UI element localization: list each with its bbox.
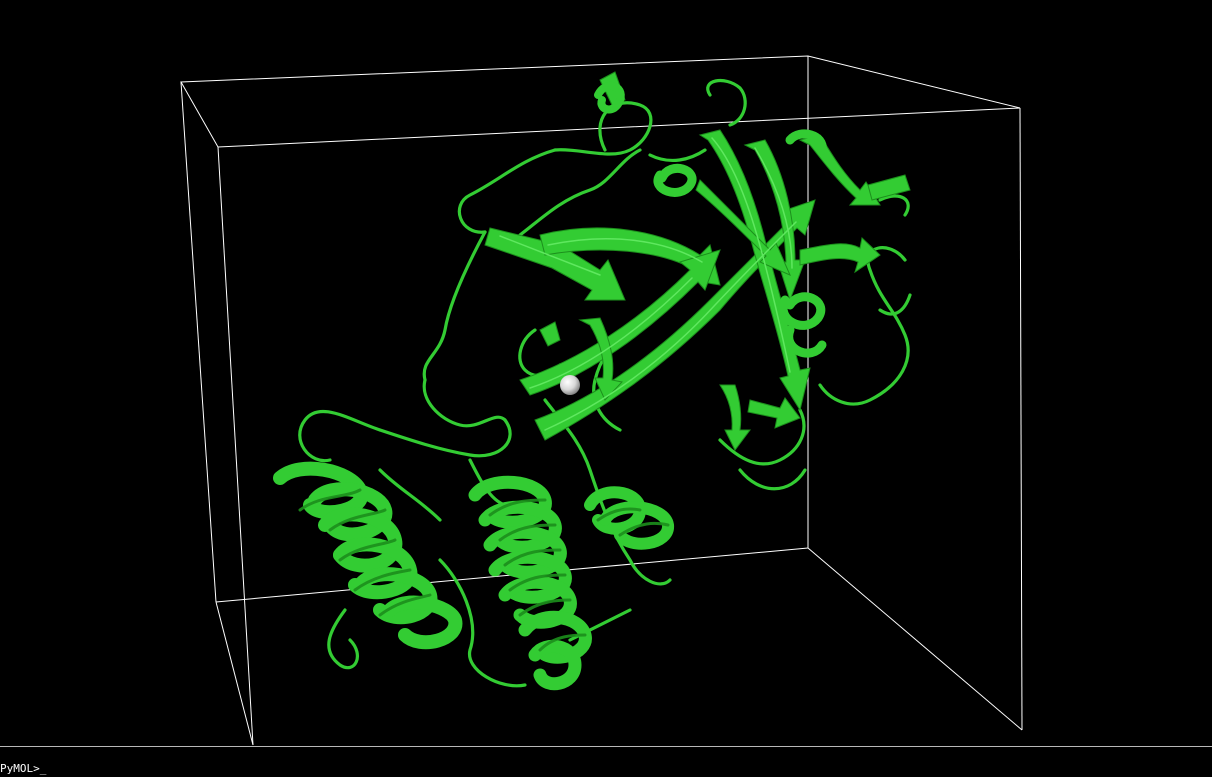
beta-strands <box>484 71 911 451</box>
molecular-viewer-viewport[interactable] <box>0 0 1212 746</box>
upper-helices <box>653 129 827 358</box>
metal-ion-sphere[interactable] <box>560 375 580 395</box>
command-prompt[interactable]: PyMOL>_ <box>0 762 46 775</box>
protein-cartoon[interactable] <box>273 71 912 691</box>
prompt-label: PyMOL> <box>0 762 40 775</box>
coil-loops <box>298 78 912 688</box>
text-cursor: _ <box>39 762 47 775</box>
beta-strand-highlights <box>499 137 797 431</box>
alpha-helices <box>273 461 674 691</box>
command-line[interactable]: PyMOL>_ <box>0 746 1212 777</box>
top-turn-helix <box>594 82 625 114</box>
